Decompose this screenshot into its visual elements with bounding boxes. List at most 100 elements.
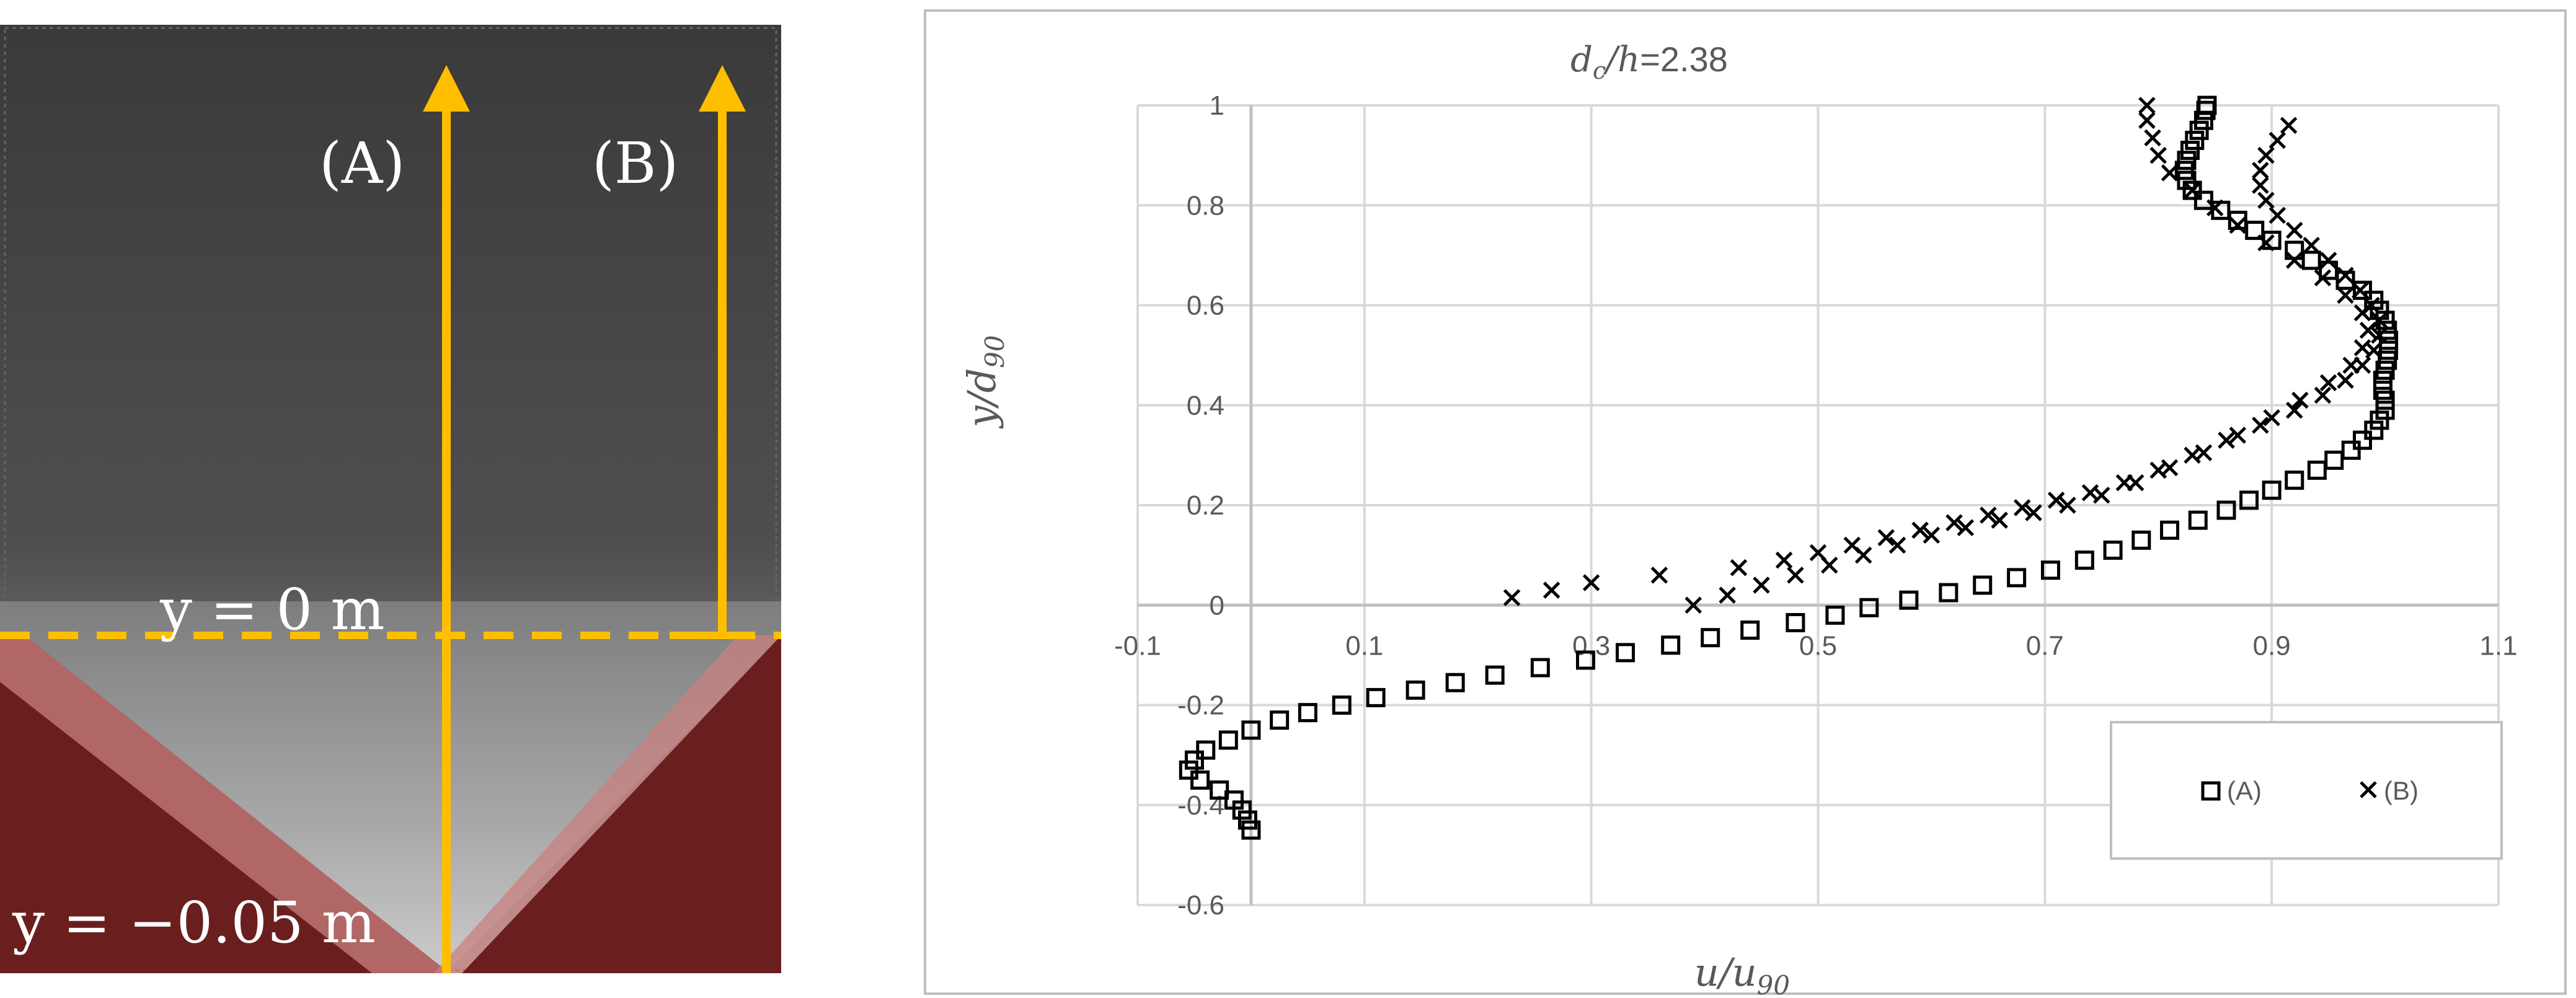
data-point-a [2189,120,2209,140]
data-point-b [2149,146,2167,164]
data-point-a [2364,420,2384,440]
data-point-a [2074,550,2094,570]
left-step-edge [0,635,449,973]
data-point-b [2371,327,2388,344]
chart-title: dc/h=2.38 [1570,40,1728,84]
data-point-b [1787,567,1804,584]
data-point-b [2206,199,2224,217]
chart-data-points [1179,95,2399,840]
data-point-b [2093,487,2110,504]
data-point-a [2373,370,2392,390]
data-point-b [2319,252,2337,269]
data-point-b [2252,417,2269,434]
data-point-b [2252,162,2269,179]
data-point-b [2337,286,2354,304]
data-point-b [2314,386,2332,404]
data-point-a [1939,583,1959,603]
data-point-a [2324,450,2344,470]
title-var: d [1570,40,1593,80]
data-point-b [1650,567,1668,584]
data-point-a [1701,628,1720,648]
data-point-a [1616,643,1635,663]
data-point-a [1740,620,1760,640]
y-tick-label: 0.2 [1187,490,1224,521]
data-point-b [2337,267,2354,284]
data-point-a [2335,270,2355,290]
y-tick-label: 0.8 [1187,190,1224,221]
line-a-label: (A) [319,130,405,197]
data-point-a [1218,730,1238,750]
data-point-b [2138,97,2156,114]
data-point-a [2193,190,2213,210]
data-point-a [1224,790,1244,810]
data-point-b [2059,497,2076,514]
data-point-b [2229,216,2247,234]
chart-tick-labels: -0.1 0.1 0.3 0.5 0.7 0.9 1.1-0.6-0.4-0.200.20.… [1114,91,2518,921]
flow-photograph: (A) (B) y = 0 m y = −0.05 m [0,25,781,973]
y-tick-label: -0.6 [1177,890,1224,921]
x-axis-title-main: u/u [1694,950,1757,995]
data-point-a [2375,400,2395,420]
data-point-a [1190,770,1210,790]
data-point-b [1719,586,1736,604]
data-point-b [2337,371,2354,389]
data-point-b [2257,146,2275,164]
data-point-a [1661,635,1681,655]
surface-label: y = 0 m [159,576,385,643]
arrow-a-head [423,65,470,112]
x-tick-label: 0.9 [2253,630,2291,661]
x-tick-label: 0.5 [1799,630,1837,661]
data-point-a [2370,410,2389,430]
data-point-b [2161,459,2179,477]
y-tick-label: -0.2 [1177,691,1224,721]
chart-axes [1138,105,2499,905]
legend-box [2110,721,2503,860]
data-point-a [1786,612,1805,632]
data-point-b [1582,574,1600,591]
data-point-b [1923,526,1941,544]
data-point-a [1973,575,1993,595]
data-point-b [1888,536,1906,554]
data-point-b [1911,521,1929,539]
data-point-b [2127,474,2144,492]
data-point-b [2268,206,2286,224]
data-point-a [1405,680,1425,700]
data-point-a [1825,605,1845,625]
x-tick-label: 1.1 [2479,630,2517,661]
data-point-a [2341,440,2361,460]
data-point-a [1485,665,1505,685]
data-point-b [2229,426,2247,444]
data-point-b [2352,281,2369,299]
data-point-b [2184,182,2201,199]
data-point-b [1753,576,1770,594]
title-rest: /h [1603,40,1640,80]
data-point-b [1821,556,1838,574]
data-point-a [1332,696,1352,715]
y-tick-label: 0.4 [1187,391,1224,421]
data-point-a [2160,520,2180,540]
data-point-a [1298,703,1317,723]
data-point-a [2262,480,2282,500]
data-point-b [2319,374,2337,392]
y-tick-label: 1 [1210,91,1224,121]
data-point-a [2182,180,2202,200]
data-point-a [2185,130,2205,150]
line-b-label: (B) [592,130,678,197]
data-point-a [2197,95,2217,115]
data-point-b [2314,269,2332,286]
data-point-b [2291,391,2309,409]
data-point-a [1241,820,1261,840]
data-point-a [2353,280,2372,300]
data-point-a [1237,810,1257,830]
data-point-b [2025,504,2042,521]
bottom-label: y = −0.05 m [12,890,376,956]
data-point-a [2239,490,2259,510]
legend-label-b: (B) [2384,776,2419,805]
data-point-b [2195,444,2213,462]
data-point-a [2378,320,2397,340]
data-point-b [1945,514,1963,531]
arrow-b-head [699,65,746,112]
data-point-a [2285,470,2304,490]
data-point-b [2285,252,2303,269]
data-point-b [1775,551,1793,569]
